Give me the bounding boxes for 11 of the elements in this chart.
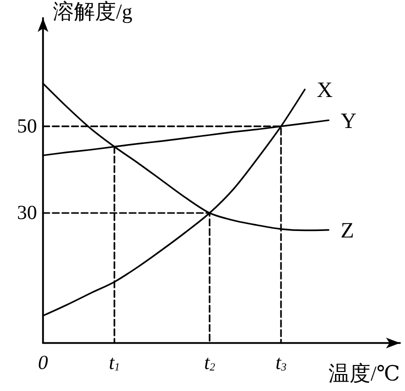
series-label: Y: [340, 108, 357, 133]
y-tick-label: 50: [17, 115, 37, 138]
x-tick-label: t2: [204, 352, 216, 374]
y-axis-title: 溶解度/g: [53, 0, 133, 24]
y-tick-label: 30: [17, 202, 37, 224]
x-tick-label: t1: [108, 352, 120, 374]
series-label: X: [316, 77, 333, 102]
series-label: Z: [340, 217, 354, 242]
x-tick-label: 0: [38, 352, 48, 374]
x-axis-title: 温度/℃: [328, 362, 400, 386]
x-tick-label: t3: [275, 352, 288, 374]
